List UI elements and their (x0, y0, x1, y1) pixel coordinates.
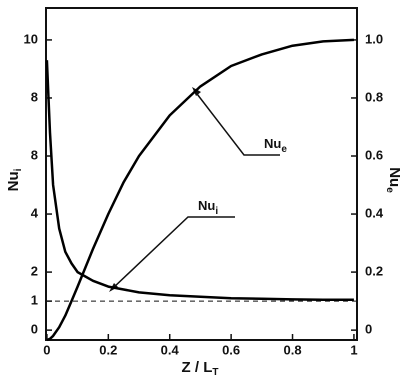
y2-tick-label: 0.4 (365, 205, 384, 220)
annotation-sub: i (215, 206, 218, 217)
y2-tick-label: 0.2 (365, 264, 383, 279)
y2-axis-label: Nue (384, 167, 403, 193)
y-axis-label: Nui (5, 168, 24, 191)
x-tick-label: 1 (350, 342, 357, 357)
x-tick-label: 0.8 (283, 342, 301, 357)
x-tick-label: 0.2 (99, 342, 117, 357)
y2-tick-label: 1.0 (365, 31, 383, 46)
x-tick-label: 0.4 (161, 342, 180, 357)
data-line (45, 60, 354, 301)
y2-tick-label: 0.8 (365, 89, 383, 104)
data-line (46, 38, 354, 342)
y2-tick-label: 0 (365, 322, 372, 337)
y-tick-label: 4 (31, 205, 39, 220)
y-tick-label: 8 (31, 147, 38, 162)
y2-axis-label-sub: e (384, 187, 395, 193)
y-tick-label: 2 (31, 264, 38, 279)
y-axis-label-sub: i (13, 168, 24, 171)
x-tick-label: 0 (43, 342, 50, 357)
x-axis-label: Z / LT (182, 359, 219, 378)
x-tick-label: 0.6 (222, 342, 240, 357)
plot-frame (45, 7, 358, 341)
x-axis-label-sub: T (212, 367, 218, 378)
annotation: Nui (198, 198, 218, 216)
y-tick-label: 0 (31, 322, 38, 337)
annotation: Nue (264, 136, 287, 154)
annotation-arrow (111, 216, 235, 290)
y-tick-label: 8 (31, 89, 38, 104)
annotation-arrow (193, 89, 280, 156)
annotation-main: Nu (264, 136, 281, 151)
y-tick-label: 1 (31, 293, 38, 308)
y2-tick-label: 0.6 (365, 147, 383, 162)
x-axis-label-main: Z / L (182, 359, 213, 376)
annotation-sub: e (281, 144, 287, 155)
y-tick-label: 10 (24, 31, 38, 46)
y2-axis-label-main: Nu (386, 167, 403, 187)
annotation-main: Nu (198, 198, 215, 213)
y-axis-label-main: Nu (5, 171, 22, 191)
